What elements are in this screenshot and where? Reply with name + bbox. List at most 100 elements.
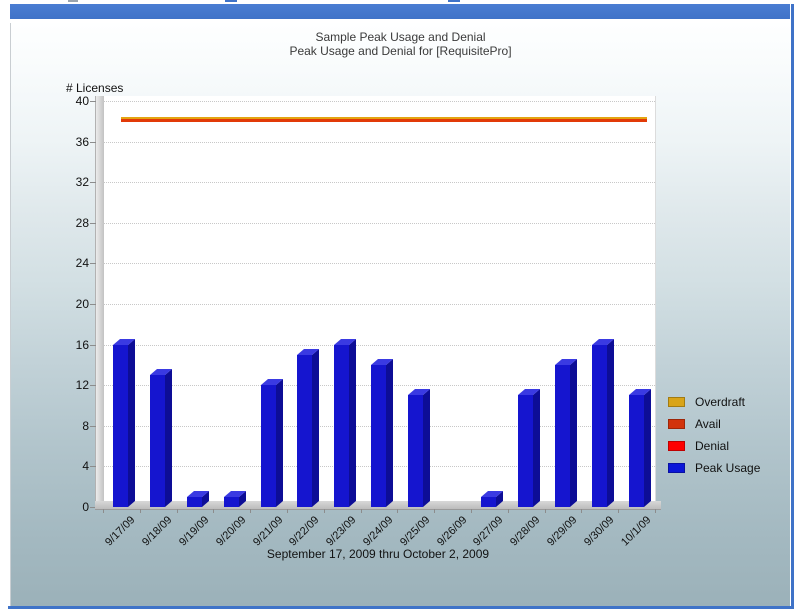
legend-swatch-peak-usage bbox=[668, 463, 685, 473]
bar-front-face bbox=[334, 344, 350, 507]
peak-usage-bar bbox=[260, 379, 283, 507]
chart-panel: Sample Peak Usage and Denial Peak Usage … bbox=[10, 23, 790, 606]
bar-front-face bbox=[187, 496, 202, 507]
x-axis-tick bbox=[360, 509, 362, 513]
y-axis-tick-label: 8 bbox=[82, 418, 89, 433]
y-axis-tick bbox=[90, 507, 96, 508]
x-axis-tick bbox=[544, 509, 546, 513]
x-axis-tick bbox=[213, 509, 215, 513]
peak-usage-bar bbox=[407, 389, 430, 507]
legend-item: Avail bbox=[668, 417, 760, 431]
bar-front-face bbox=[223, 496, 239, 507]
y-axis-tick bbox=[90, 141, 96, 143]
y-axis-tick bbox=[90, 263, 96, 265]
peak-usage-bar bbox=[481, 490, 504, 507]
y-axis-tick-label: 0 bbox=[82, 500, 89, 514]
x-axis-tick bbox=[618, 509, 620, 513]
bar-front-face bbox=[407, 395, 423, 507]
peak-usage-bar bbox=[555, 358, 578, 507]
legend: Overdraft Avail Denial Peak Usage bbox=[668, 395, 761, 475]
x-axis-tick bbox=[287, 509, 288, 513]
avail-overdraft-line bbox=[121, 117, 647, 123]
plot-area: 0 4 8 12 16 20 24 28 32 36 40 bbox=[76, 94, 661, 514]
gridline bbox=[103, 182, 655, 184]
bar-front-face bbox=[591, 344, 607, 507]
y-axis-tick-label: 24 bbox=[75, 256, 89, 271]
y-axis-tick-label: 36 bbox=[75, 134, 89, 149]
y-axis-tick-label: 12 bbox=[75, 378, 89, 393]
legend-label: Peak Usage bbox=[695, 461, 761, 475]
bar-front-face bbox=[260, 385, 276, 507]
clipped-content-remnant bbox=[68, 0, 78, 2]
gridline bbox=[103, 101, 655, 102]
y-axis-tick-label: 16 bbox=[75, 337, 89, 352]
x-axis-tick bbox=[655, 509, 656, 513]
y-axis-tick-label: 4 bbox=[82, 459, 89, 474]
y-axis-tick bbox=[90, 304, 96, 305]
legend-item: Overdraft bbox=[668, 395, 760, 409]
bar-front-face bbox=[371, 364, 386, 507]
y-axis-tick bbox=[90, 466, 96, 468]
x-axis-tick bbox=[103, 509, 104, 513]
x-axis-tick bbox=[471, 509, 472, 513]
clipped-content-strip bbox=[0, 0, 804, 4]
clipped-content-remnant bbox=[448, 0, 460, 2]
peak-usage-bar bbox=[334, 338, 357, 507]
legend-swatch-overdraft bbox=[668, 397, 685, 407]
x-axis-tick bbox=[176, 509, 178, 513]
bar-front-face bbox=[518, 395, 534, 507]
y-axis-tick-label: 28 bbox=[75, 215, 89, 230]
bar-front-face bbox=[481, 496, 497, 507]
legend-swatch-avail bbox=[668, 419, 685, 429]
x-axis-tick bbox=[507, 509, 509, 513]
x-labels: 9/17/09 9/18/09 9/19/09 9/20/09 9/21/09 9/22/… bbox=[11, 23, 790, 606]
bar-front-face bbox=[113, 344, 129, 507]
peak-usage-bar bbox=[591, 338, 614, 507]
peak-usage-bar bbox=[150, 369, 173, 507]
peak-usage-bar bbox=[187, 490, 210, 507]
legend-item: Peak Usage bbox=[668, 461, 761, 475]
clipped-content-remnant bbox=[225, 0, 237, 2]
y-axis-tick-label: 20 bbox=[75, 297, 89, 311]
legend-label: Denial bbox=[695, 439, 730, 453]
bar-front-face bbox=[628, 395, 644, 507]
x-axis-tick bbox=[139, 509, 141, 513]
y-axis-tick bbox=[90, 344, 96, 346]
gridline bbox=[103, 141, 655, 143]
y-axis-tick bbox=[90, 101, 96, 102]
y-axis-tick bbox=[90, 222, 96, 224]
legend-label: Overdraft bbox=[695, 395, 746, 409]
bar-front-face bbox=[555, 364, 570, 507]
x-axis-tick bbox=[434, 509, 436, 513]
y-axis-title: # Licenses bbox=[66, 81, 124, 95]
x-axis-tick bbox=[250, 509, 252, 513]
x-axis-caption: September 17, 2009 thru October 2, 2009 bbox=[266, 547, 490, 561]
report-titlebar bbox=[10, 4, 790, 19]
y-axis-tick-label: 40 bbox=[75, 94, 89, 108]
peak-usage-bar bbox=[371, 358, 394, 507]
legend-label: Avail bbox=[695, 417, 721, 431]
y-axis-tick bbox=[90, 182, 96, 184]
gridline bbox=[103, 222, 655, 224]
x-axis-tick bbox=[581, 509, 583, 513]
peak-usage-bar bbox=[628, 389, 651, 507]
legend-swatch-denial bbox=[668, 441, 685, 451]
x-axis-tick bbox=[397, 509, 399, 513]
legend-item: Denial bbox=[668, 439, 760, 453]
peak-usage-bar bbox=[518, 389, 541, 507]
peak-usage-bar bbox=[297, 348, 320, 507]
gridline bbox=[103, 304, 655, 305]
y-axis-tick-label: 32 bbox=[75, 175, 89, 190]
bar-front-face bbox=[297, 354, 313, 507]
chart-title-line1: Sample Peak Usage and Denial bbox=[315, 30, 486, 44]
bar-front-face bbox=[150, 375, 166, 507]
peak-usage-bar bbox=[113, 338, 136, 507]
x-axis-tick bbox=[323, 509, 325, 513]
chart-title-line2: Peak Usage and Denial for [RequisitePro] bbox=[289, 44, 512, 58]
y-axis-tick bbox=[90, 425, 96, 427]
y-axis-wall bbox=[95, 96, 104, 509]
chart-title: Sample Peak Usage and Denial Peak Usage … bbox=[11, 30, 790, 58]
gridline bbox=[103, 344, 655, 346]
peak-usage-bar bbox=[223, 490, 246, 507]
gridline bbox=[103, 263, 655, 265]
